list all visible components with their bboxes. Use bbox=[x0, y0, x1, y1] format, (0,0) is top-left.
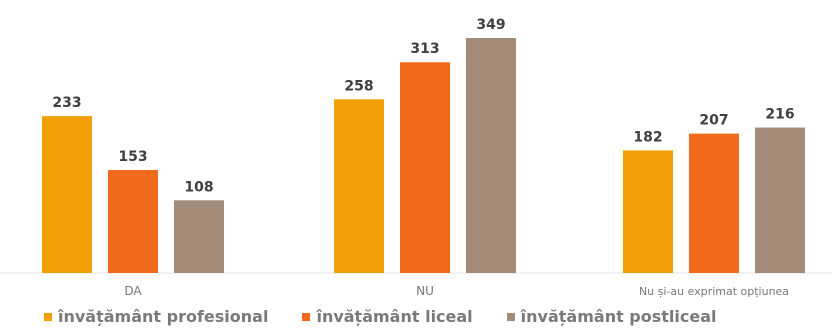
value-label-nu-invatamant-liceal: 313 bbox=[410, 41, 439, 57]
bar-da-invatamant-postliceal bbox=[174, 200, 224, 273]
category-labels-layer: DA NU Nu și-au exprimat opțiunea bbox=[124, 284, 789, 298]
legend-swatch-postliceal bbox=[506, 312, 515, 321]
bar-nu-si-au-exprimat-optiunea-invatamant-profesional bbox=[623, 150, 673, 273]
bar-nu-invatamant-postliceal bbox=[466, 38, 516, 273]
legend-item-profesional: învățământ profesional bbox=[44, 307, 268, 326]
legend-item-postliceal: învățământ postliceal bbox=[506, 307, 717, 326]
bar-nu-si-au-exprimat-optiunea-invatamant-liceal bbox=[689, 133, 739, 273]
bar-nu-invatamant-liceal bbox=[400, 62, 450, 273]
value-label-da-invatamant-liceal: 153 bbox=[118, 149, 147, 165]
category-label-nu: NU bbox=[416, 284, 434, 298]
legend-item-liceal: învățământ liceal bbox=[302, 307, 473, 326]
category-label-da: DA bbox=[124, 284, 142, 298]
legend-label-liceal: învățământ liceal bbox=[316, 307, 473, 326]
bars-layer bbox=[42, 38, 805, 273]
legend-label-postliceal: învățământ postliceal bbox=[520, 307, 717, 326]
legend-label-profesional: învățământ profesional bbox=[58, 307, 269, 326]
bar-da-invatamant-liceal bbox=[108, 169, 158, 273]
legend-swatch-liceal bbox=[302, 312, 311, 321]
bar-nu-si-au-exprimat-optiunea-invatamant-postliceal bbox=[755, 127, 805, 273]
bar-nu-invatamant-profesional bbox=[334, 99, 384, 273]
value-label-da-invatamant-profesional: 233 bbox=[52, 95, 81, 111]
value-label-nu-invatamant-profesional: 258 bbox=[344, 78, 373, 94]
value-label-nu-si-au-exprimat-optiunea-invatamant-liceal: 207 bbox=[699, 113, 728, 129]
value-labels-layer: 233 153 108 258 313 349 182 207 216 bbox=[52, 17, 794, 195]
value-label-nu-si-au-exprimat-optiunea-invatamant-profesional: 182 bbox=[633, 129, 662, 145]
value-label-da-invatamant-postliceal: 108 bbox=[184, 179, 213, 195]
legend: învățământ profesional învățământ liceal… bbox=[44, 307, 717, 326]
value-label-nu-invatamant-postliceal: 349 bbox=[476, 17, 505, 33]
legend-swatch-profesional bbox=[44, 312, 52, 321]
value-label-nu-si-au-exprimat-optiunea-invatamant-postliceal: 216 bbox=[765, 107, 794, 123]
category-label-nu-si-au-exprimat-optiunea: Nu și-au exprimat opțiunea bbox=[639, 285, 789, 298]
bar-da-invatamant-profesional bbox=[42, 116, 92, 273]
